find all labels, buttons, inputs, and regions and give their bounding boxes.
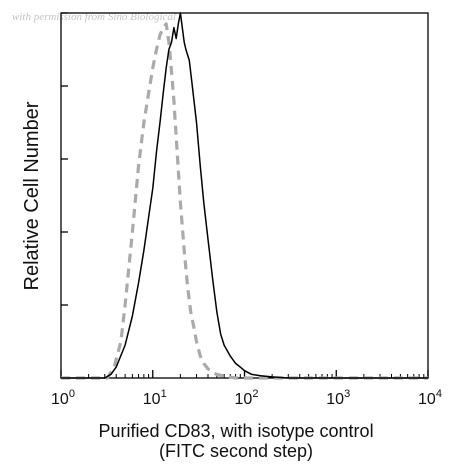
x-tick-label-2: 102: [235, 388, 259, 408]
x-tick-label-exponent: 3: [344, 388, 350, 400]
plot-border: [60, 12, 429, 379]
x-tick-label-exponent: 2: [252, 388, 258, 400]
watermark-text: with permission from Sino Biological: [12, 11, 176, 23]
series-line-solid: [61, 12, 428, 379]
x-tick-label-exponent: 0: [69, 388, 75, 400]
x-axis-label-line-1: Purified CD83, with isotype control: [98, 421, 373, 441]
series-layer: [61, 12, 428, 380]
x-tick-label-1: 101: [143, 388, 167, 408]
x-tick-label-base: 10: [326, 391, 344, 408]
x-tick-label-exponent: 4: [436, 388, 442, 400]
x-tick-label-base: 10: [51, 391, 69, 408]
x-tick-label-3: 103: [326, 388, 350, 408]
x-tick-label-0: 100: [51, 388, 75, 408]
y-axis-label: Relative Cell Number: [21, 101, 43, 290]
series-line-dashed: [61, 22, 428, 380]
x-axis-tick-labels: 100 101 102 103 104: [51, 388, 442, 408]
plot-frame: [60, 12, 429, 379]
y-axis-ticks: [61, 12, 68, 379]
x-axis-label-line-2: (FITC second step): [159, 441, 313, 461]
x-tick-label-base: 10: [143, 391, 161, 408]
x-tick-label-base: 10: [235, 391, 253, 408]
x-tick-label-base: 10: [418, 391, 436, 408]
x-tick-label-exponent: 1: [161, 388, 167, 400]
x-tick-label-4: 104: [418, 388, 442, 408]
